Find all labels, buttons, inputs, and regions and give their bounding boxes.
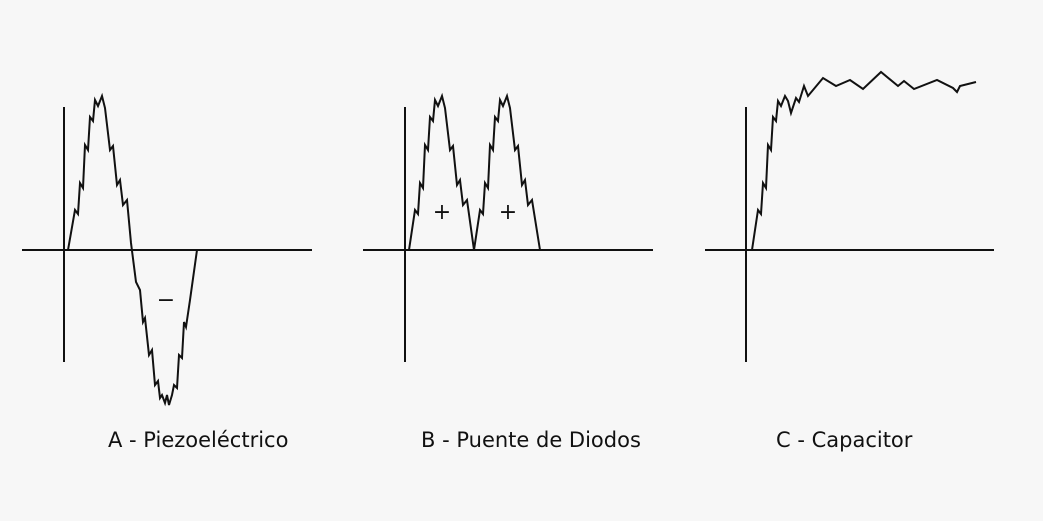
caption-capacitor: C - Capacitor bbox=[776, 428, 913, 452]
panel-piezoelectric: − bbox=[22, 92, 312, 407]
rectified-waveform bbox=[408, 92, 541, 251]
sign-label: − bbox=[157, 288, 175, 313]
caption-piezoelectric: A - Piezoeléctrico bbox=[108, 428, 289, 452]
caption-diode-bridge: B - Puente de Diodos bbox=[421, 428, 641, 452]
sign-label: + bbox=[433, 200, 451, 225]
sign-label: + bbox=[499, 200, 517, 225]
capacitor-waveform bbox=[751, 70, 977, 251]
piezo-waveform bbox=[67, 92, 198, 407]
panel-diode-bridge: + + bbox=[363, 92, 653, 362]
panel-capacitor bbox=[705, 70, 994, 362]
